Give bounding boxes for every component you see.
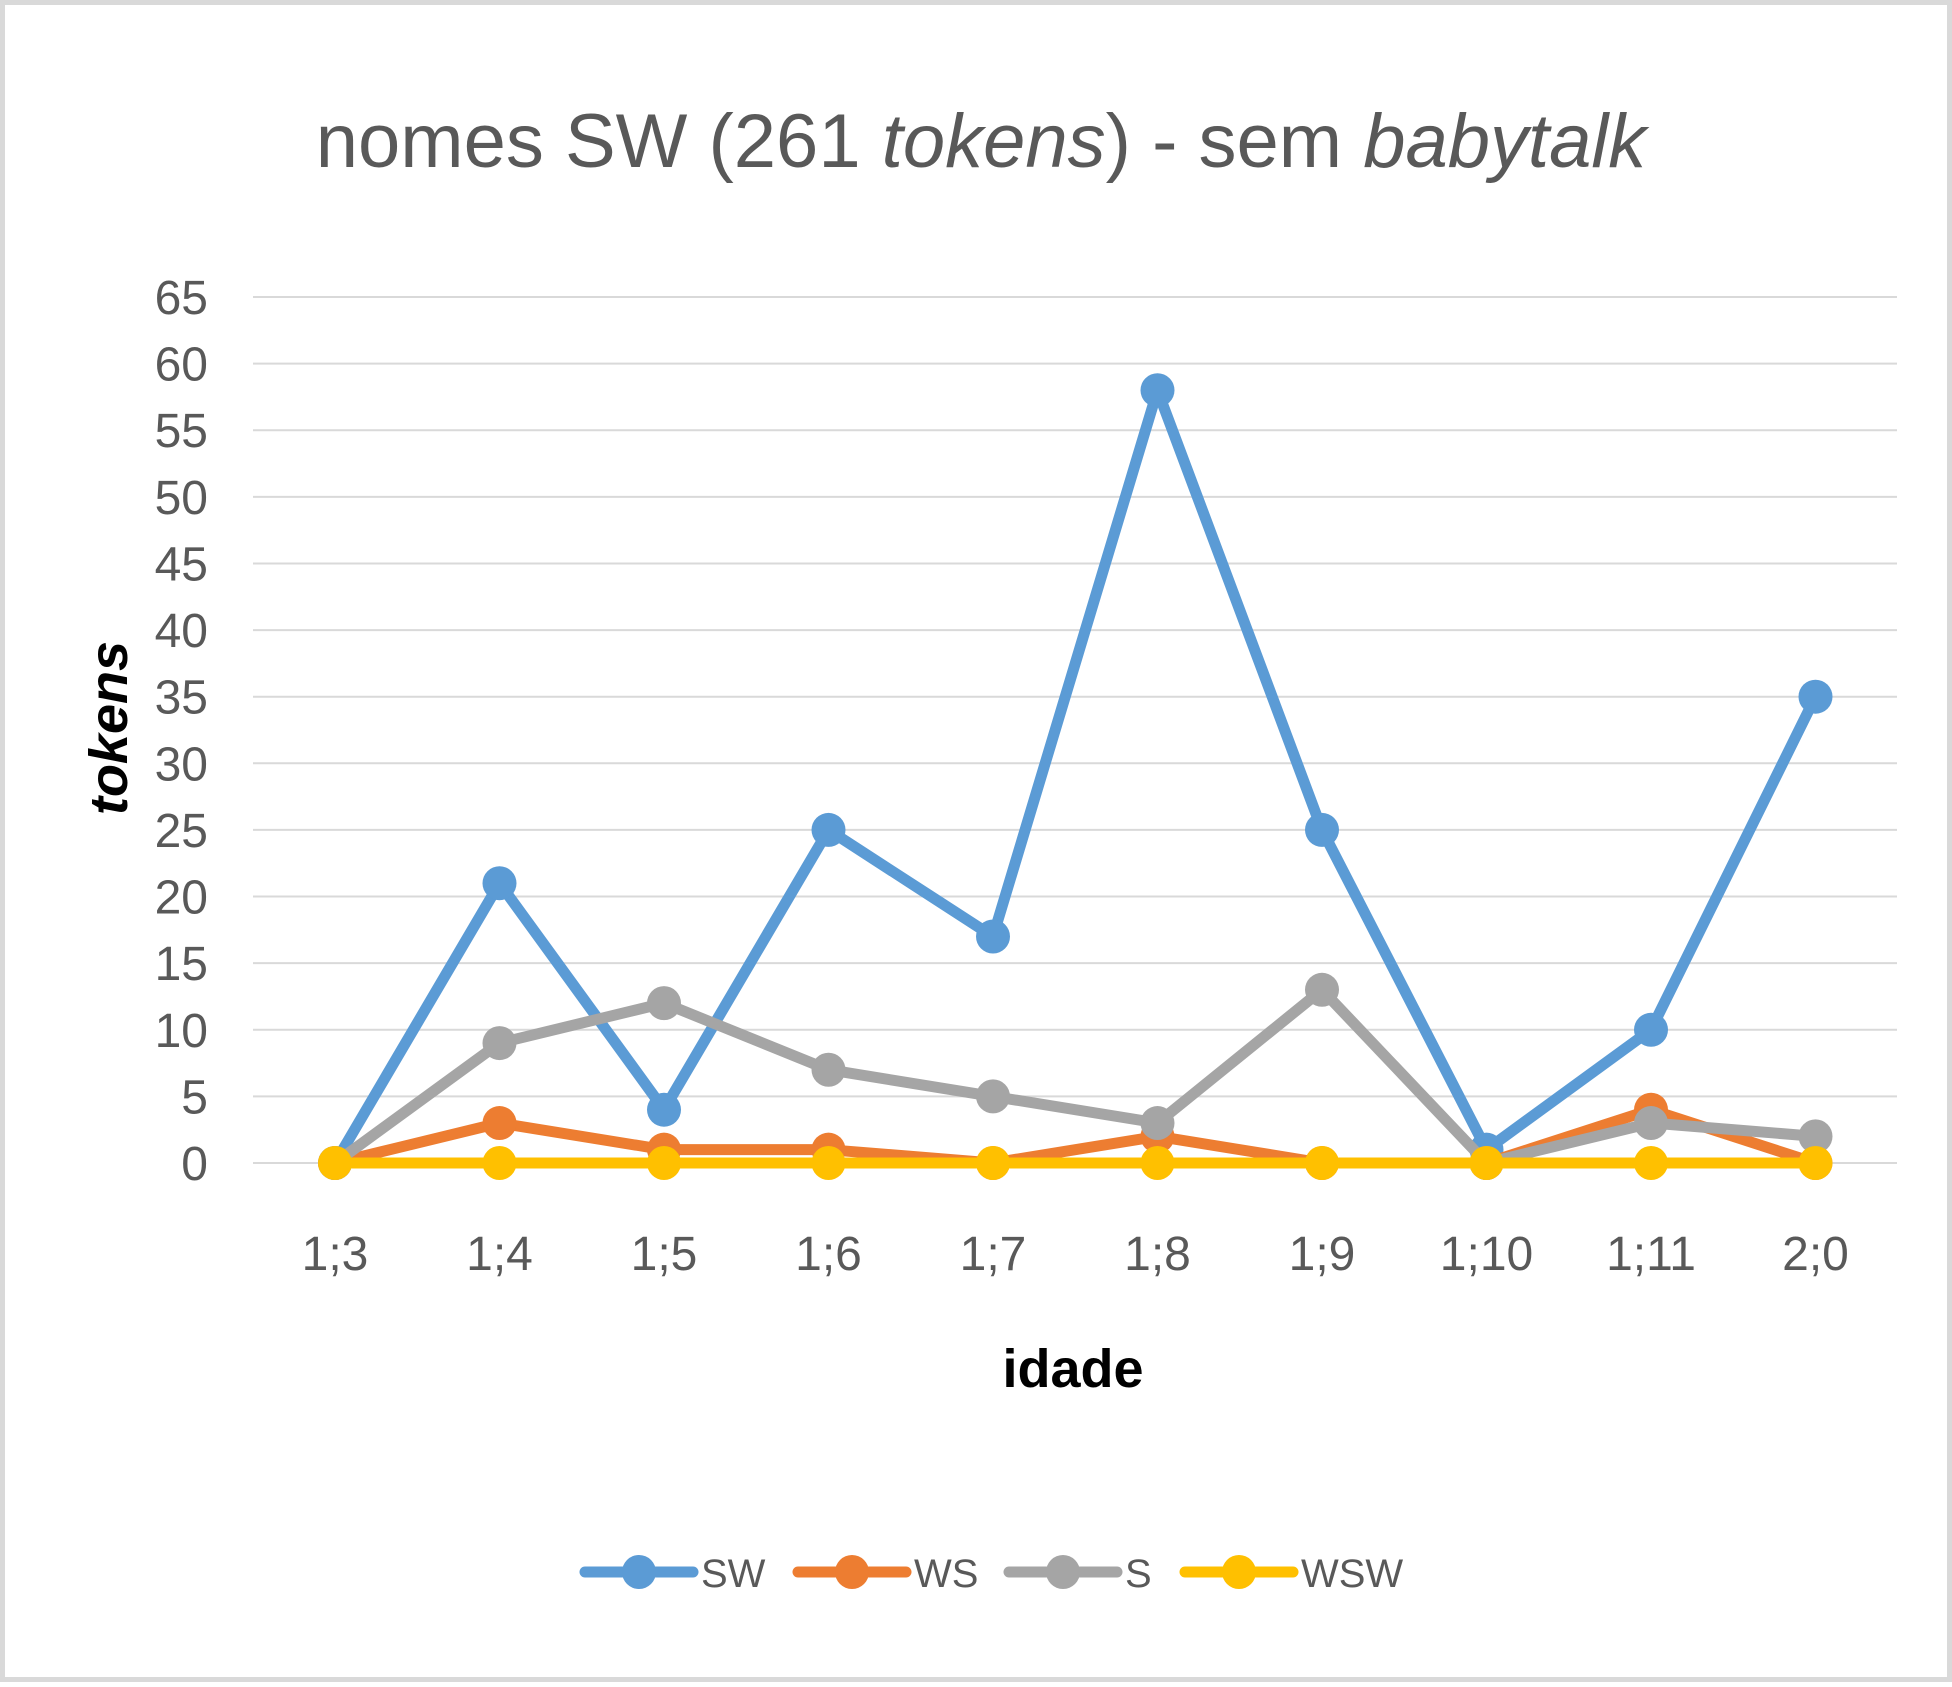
x-tick-label: 1;11 — [1606, 1228, 1696, 1281]
data-point — [811, 1146, 846, 1180]
title-part: tokens — [882, 99, 1106, 184]
data-point — [647, 1092, 681, 1127]
data-point — [1798, 1146, 1833, 1180]
legend-label: WSW — [1301, 1552, 1403, 1596]
y-tick-label: 40 — [155, 605, 208, 658]
data-point — [318, 1146, 352, 1180]
y-tick-label: 25 — [155, 805, 208, 858]
legend-swatch-marker — [1046, 1555, 1080, 1589]
y-axis-ticks: 0 5 10 15 20 25 30 35 40 45 50 55 60 65 — [155, 272, 208, 1191]
data-point — [1305, 972, 1339, 1007]
x-tick-label: 1;5 — [631, 1228, 698, 1281]
data-point — [1305, 812, 1339, 847]
series-s — [318, 972, 1833, 1180]
gridlines — [253, 296, 1897, 1164]
data-point — [1140, 373, 1175, 408]
data-point — [1140, 1106, 1175, 1141]
data-point — [811, 812, 846, 847]
legend-item-wsw: WSW — [1179, 1552, 1403, 1596]
data-point — [482, 1146, 517, 1180]
legend-item-sw: SW — [579, 1552, 766, 1596]
data-point — [1634, 1146, 1668, 1180]
data-point — [1305, 1146, 1339, 1180]
legend-item-s: S — [1003, 1552, 1152, 1596]
y-tick-label: 65 — [155, 272, 208, 325]
data-point — [1140, 1146, 1175, 1180]
legend: SW WS S WSW — [579, 1552, 1403, 1596]
series-layer — [318, 373, 1833, 1180]
legend-label: WS — [914, 1552, 978, 1596]
y-tick-label: 50 — [155, 472, 208, 525]
data-point — [482, 1106, 517, 1141]
legend-label: SW — [701, 1552, 766, 1596]
y-tick-label: 60 — [155, 339, 208, 392]
data-point — [647, 1146, 681, 1180]
title-part: babytalk — [1363, 99, 1650, 184]
title-part: ) - sem — [1106, 99, 1364, 184]
series-wsw — [318, 1146, 1833, 1180]
legend-label: S — [1125, 1552, 1152, 1596]
legend-swatch-marker — [1222, 1555, 1256, 1589]
y-axis-title: tokens — [79, 641, 139, 815]
series-line — [329, 384, 1821, 1169]
data-point — [976, 919, 1010, 954]
data-point — [976, 1146, 1010, 1180]
y-tick-label: 10 — [155, 1005, 208, 1058]
x-tick-label: 1;4 — [466, 1228, 533, 1281]
data-point — [976, 1079, 1010, 1114]
data-point — [482, 1026, 517, 1061]
x-tick-label: 1;9 — [1289, 1228, 1356, 1281]
y-tick-label: 20 — [155, 872, 208, 925]
series-sw — [318, 373, 1833, 1180]
x-tick-label: 1;3 — [302, 1228, 369, 1281]
y-tick-label: 5 — [181, 1071, 208, 1124]
line-chart: nomes SW (261 tokens) - sem babytalk 051… — [79, 99, 1897, 1596]
y-tick-label: 30 — [155, 738, 208, 791]
x-tick-label: 2;0 — [1782, 1228, 1849, 1281]
data-point — [1798, 1119, 1833, 1154]
data-point — [1634, 1012, 1668, 1047]
series-line — [329, 984, 1821, 1169]
legend-item-ws: WS — [792, 1552, 978, 1596]
data-point — [482, 866, 517, 901]
x-tick-label: 1;8 — [1124, 1228, 1191, 1281]
x-tick-label: 1;6 — [795, 1228, 862, 1281]
data-point — [811, 1052, 846, 1087]
y-tick-label: 55 — [155, 405, 208, 458]
legend-swatch-marker — [835, 1555, 869, 1589]
x-axis-ticks: 1;3 1;4 1;5 1;6 1;7 1;8 1;9 1;10 1;11 2;0 — [302, 1228, 1849, 1281]
x-axis-title: idade — [1002, 1339, 1143, 1399]
title-part: nomes SW (261 — [316, 99, 882, 184]
chart-title: nomes SW (261 tokens) - sem babytalk — [316, 99, 1651, 184]
y-tick-label: 15 — [155, 938, 208, 991]
data-point — [647, 986, 681, 1021]
legend-swatch-marker — [622, 1555, 656, 1589]
y-tick-label: 45 — [155, 538, 208, 591]
data-point — [1798, 679, 1833, 714]
x-tick-label: 1;7 — [960, 1228, 1027, 1281]
y-tick-label: 35 — [155, 672, 208, 725]
data-point — [1634, 1106, 1668, 1141]
y-tick-label: 0 — [181, 1138, 208, 1191]
x-tick-label: 1;10 — [1440, 1228, 1533, 1281]
data-point — [1469, 1146, 1504, 1180]
series-line — [329, 1104, 1821, 1169]
